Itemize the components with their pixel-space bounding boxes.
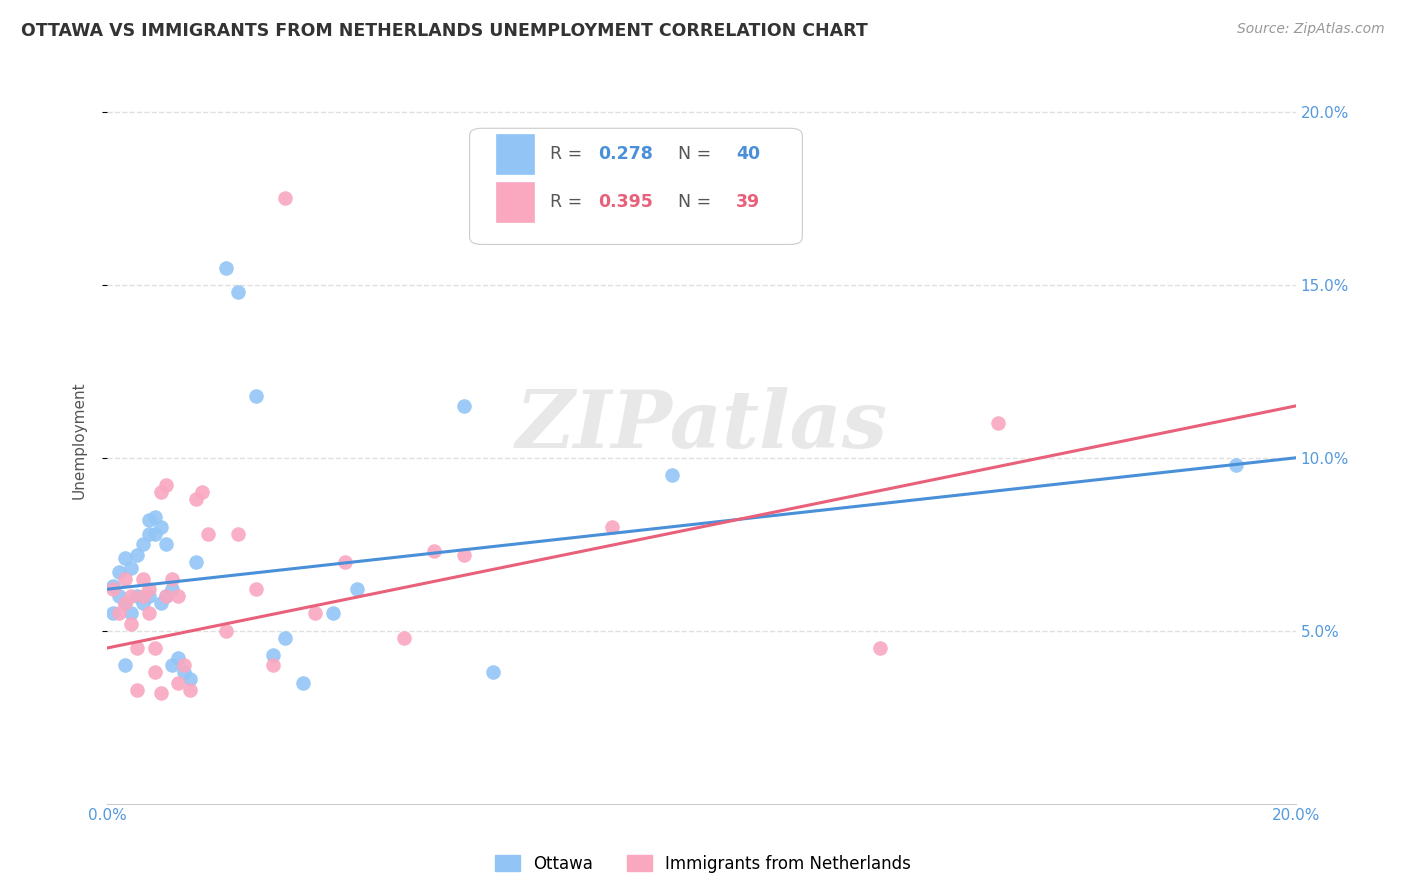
Point [108, 589, 131, 603]
Point [322, 607, 344, 621]
Point [292, 675, 315, 690]
FancyBboxPatch shape [496, 134, 534, 174]
Point [138, 513, 160, 527]
Point [167, 651, 190, 665]
Point [114, 551, 136, 566]
Text: N =: N = [666, 193, 717, 211]
Point [149, 596, 172, 610]
Point [179, 682, 201, 697]
Point [138, 582, 160, 597]
Text: N =: N = [666, 145, 717, 163]
Point [262, 658, 284, 673]
Point [482, 665, 505, 680]
Point [138, 589, 160, 603]
Point [138, 527, 160, 541]
FancyBboxPatch shape [470, 128, 803, 244]
Point [453, 399, 475, 413]
Point [143, 509, 166, 524]
Point [149, 520, 172, 534]
Point [600, 520, 623, 534]
Point [304, 607, 326, 621]
Point [191, 485, 214, 500]
Point [114, 596, 136, 610]
Point [453, 548, 475, 562]
Text: 39: 39 [735, 193, 759, 211]
Point [162, 658, 184, 673]
Point [333, 555, 356, 569]
Point [132, 572, 155, 586]
Point [215, 260, 238, 275]
Text: 0.278: 0.278 [598, 145, 652, 163]
Text: 40: 40 [735, 145, 759, 163]
Point [120, 561, 142, 575]
Point [114, 658, 136, 673]
Point [155, 589, 177, 603]
Point [132, 596, 155, 610]
Text: R =: R = [550, 145, 588, 163]
Point [274, 631, 297, 645]
Point [120, 589, 142, 603]
Point [392, 631, 415, 645]
Point [197, 527, 219, 541]
Point [661, 468, 683, 483]
Point [155, 478, 177, 492]
Point [173, 665, 195, 680]
Point [125, 640, 148, 655]
Point [149, 485, 172, 500]
Point [132, 537, 155, 551]
Point [101, 607, 124, 621]
Point [132, 589, 155, 603]
Point [125, 548, 148, 562]
Point [155, 589, 177, 603]
Point [245, 388, 267, 402]
Point [101, 582, 124, 597]
Point [108, 607, 131, 621]
Point [173, 658, 195, 673]
Point [423, 544, 446, 558]
Point [155, 537, 177, 551]
Text: 0.395: 0.395 [598, 193, 652, 211]
Point [186, 492, 208, 507]
Point [179, 672, 201, 686]
Point [987, 416, 1010, 430]
Y-axis label: Unemployment: Unemployment [72, 382, 86, 500]
Point [120, 607, 142, 621]
Point [226, 285, 249, 299]
Point [274, 191, 297, 205]
Point [138, 607, 160, 621]
Point [167, 675, 190, 690]
Point [226, 527, 249, 541]
Point [1225, 458, 1247, 472]
Point [869, 640, 891, 655]
Point [186, 555, 208, 569]
Text: OTTAWA VS IMMIGRANTS FROM NETHERLANDS UNEMPLOYMENT CORRELATION CHART: OTTAWA VS IMMIGRANTS FROM NETHERLANDS UN… [21, 22, 868, 40]
Point [162, 582, 184, 597]
Point [108, 565, 131, 579]
Legend: Ottawa, Immigrants from Netherlands: Ottawa, Immigrants from Netherlands [488, 848, 918, 880]
Point [143, 640, 166, 655]
Point [143, 665, 166, 680]
Point [215, 624, 238, 638]
Point [143, 527, 166, 541]
Point [162, 572, 184, 586]
Point [346, 582, 368, 597]
Point [262, 648, 284, 662]
Text: ZIPatlas: ZIPatlas [515, 387, 887, 465]
Point [245, 582, 267, 597]
Point [149, 686, 172, 700]
Point [101, 579, 124, 593]
Point [114, 572, 136, 586]
FancyBboxPatch shape [496, 182, 534, 222]
Text: R =: R = [550, 193, 588, 211]
Point [120, 616, 142, 631]
Point [125, 682, 148, 697]
Point [114, 596, 136, 610]
Text: Source: ZipAtlas.com: Source: ZipAtlas.com [1237, 22, 1385, 37]
Point [167, 589, 190, 603]
Point [125, 589, 148, 603]
